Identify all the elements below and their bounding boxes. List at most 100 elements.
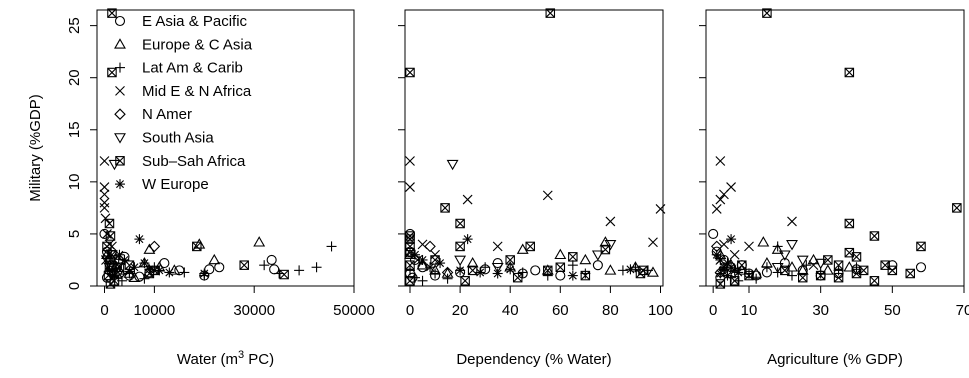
data-point [279, 269, 289, 280]
data-point [109, 270, 120, 281]
legend-label: Lat Am & Carib [142, 60, 243, 77]
data-point [833, 260, 844, 270]
data-point [744, 268, 754, 279]
data-point [129, 262, 140, 273]
x-tick-label: 0 [406, 302, 414, 319]
data-point [148, 240, 161, 253]
data-point [787, 216, 797, 227]
data-point [729, 249, 740, 260]
data-point [905, 268, 915, 279]
data-point [726, 234, 737, 245]
data-point [405, 182, 415, 192]
data-point [105, 231, 116, 241]
data-point [715, 194, 726, 205]
data-point [796, 264, 809, 275]
data-point [655, 204, 666, 214]
data-point [554, 248, 567, 260]
data-point [102, 241, 112, 252]
data-point [797, 272, 808, 283]
x-tick-label: 30000 [233, 302, 275, 319]
legend-symbol [114, 133, 126, 144]
data-point [787, 270, 797, 281]
data-point [294, 265, 305, 276]
data-point [455, 241, 465, 252]
data-point [430, 249, 440, 260]
data-point [786, 240, 798, 251]
data-point [442, 273, 453, 284]
data-point [405, 67, 415, 78]
data-point [605, 216, 616, 227]
data-point [417, 275, 428, 286]
data-point [239, 260, 249, 270]
series-diamond [424, 240, 454, 279]
data-point [580, 268, 591, 279]
series-cross [405, 156, 666, 265]
data-point [139, 258, 150, 269]
legend-symbol [114, 108, 126, 120]
x-tick-label: 10000 [134, 302, 176, 319]
data-point [505, 255, 515, 265]
data-point [579, 253, 592, 265]
data-point [266, 254, 277, 266]
data-point [869, 231, 880, 241]
data-point [104, 265, 115, 276]
x-axis-label: Water (m3 PC) [177, 349, 274, 368]
panel-2: 0 20 40 60 80 100 Dependency (% Water) [398, 8, 673, 368]
data-point [311, 262, 322, 273]
series-asterisk [109, 234, 210, 281]
data-point [100, 213, 111, 224]
data-point [466, 256, 479, 268]
data-point [808, 260, 819, 271]
data-point [771, 243, 784, 254]
data-point [467, 265, 478, 276]
legend-symbol [115, 156, 125, 166]
data-point [772, 241, 783, 252]
data-point [638, 265, 648, 276]
data-point [567, 270, 578, 281]
legend: E Asia & Pacific Europe & C Asia Lat Am & … [114, 13, 253, 193]
data-point [708, 228, 719, 239]
data-point [204, 264, 215, 275]
x-tick-label: 40 [502, 302, 519, 319]
x-tick-label: 0 [100, 302, 108, 319]
data-point [757, 236, 770, 247]
panel-1: 0 10000 30000 50000 0 5 10 15 20 25 Water (m3 PC) [66, 8, 375, 368]
data-point [405, 260, 415, 270]
data-point [259, 260, 270, 271]
data-point [430, 268, 441, 279]
data-point [833, 272, 844, 283]
data-point [416, 259, 429, 270]
data-point [462, 234, 473, 245]
x-tick-label: 50000 [333, 302, 375, 319]
data-point [543, 265, 553, 276]
data-point [762, 8, 772, 18]
data-point [744, 241, 754, 252]
data-point [542, 190, 553, 201]
data-point [737, 260, 747, 270]
x-tick-label: 50 [884, 302, 901, 319]
data-point [446, 159, 459, 171]
data-point [124, 266, 135, 277]
legend-symbol [114, 38, 126, 49]
x-tick-label: 0 [709, 302, 717, 319]
series-plus [405, 260, 653, 286]
data-point [726, 262, 737, 273]
data-point [844, 247, 855, 258]
data-point [604, 264, 617, 275]
x-tick-label: 70 [956, 302, 969, 319]
data-point [199, 268, 210, 279]
data-point [492, 268, 503, 279]
data-point [711, 204, 722, 214]
x-tick-label: 60 [552, 302, 569, 319]
data-point [815, 268, 826, 279]
data-point [455, 218, 465, 229]
y-tick-label: 0 [66, 282, 83, 290]
data-point [844, 218, 855, 229]
data-point [843, 261, 856, 272]
data-point [99, 197, 110, 208]
data-point [815, 270, 826, 281]
x-tick-label: 80 [602, 302, 619, 319]
plot-frame [705, 9, 965, 287]
data-point [491, 262, 504, 274]
